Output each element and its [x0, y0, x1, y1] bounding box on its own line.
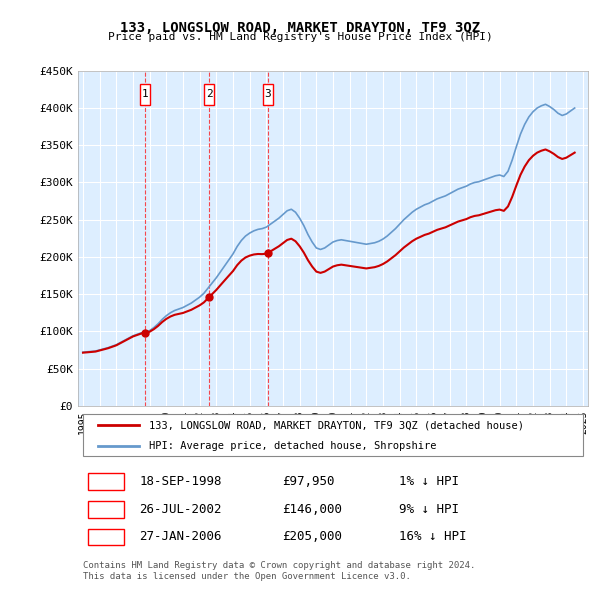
FancyBboxPatch shape — [83, 414, 583, 457]
FancyBboxPatch shape — [204, 84, 214, 104]
FancyBboxPatch shape — [263, 84, 272, 104]
FancyBboxPatch shape — [88, 473, 124, 490]
Text: 1: 1 — [103, 475, 110, 488]
Text: 3: 3 — [264, 89, 271, 99]
Text: 18-SEP-1998: 18-SEP-1998 — [139, 475, 222, 488]
Text: 16% ↓ HPI: 16% ↓ HPI — [400, 530, 467, 543]
Text: Price paid vs. HM Land Registry's House Price Index (HPI): Price paid vs. HM Land Registry's House … — [107, 32, 493, 42]
Text: £97,950: £97,950 — [282, 475, 335, 488]
Text: 9% ↓ HPI: 9% ↓ HPI — [400, 503, 460, 516]
FancyBboxPatch shape — [88, 529, 124, 545]
Text: £146,000: £146,000 — [282, 503, 342, 516]
Text: 2: 2 — [103, 503, 110, 516]
Text: Contains HM Land Registry data © Crown copyright and database right 2024.: Contains HM Land Registry data © Crown c… — [83, 560, 475, 569]
FancyBboxPatch shape — [140, 84, 150, 104]
Text: 27-JAN-2006: 27-JAN-2006 — [139, 530, 222, 543]
Text: £205,000: £205,000 — [282, 530, 342, 543]
Text: 1% ↓ HPI: 1% ↓ HPI — [400, 475, 460, 488]
Text: 133, LONGSLOW ROAD, MARKET DRAYTON, TF9 3QZ: 133, LONGSLOW ROAD, MARKET DRAYTON, TF9 … — [120, 21, 480, 35]
Text: This data is licensed under the Open Government Licence v3.0.: This data is licensed under the Open Gov… — [83, 572, 411, 581]
Text: 2: 2 — [206, 89, 212, 99]
Text: 3: 3 — [103, 530, 110, 543]
Text: 26-JUL-2002: 26-JUL-2002 — [139, 503, 222, 516]
Text: 133, LONGSLOW ROAD, MARKET DRAYTON, TF9 3QZ (detached house): 133, LONGSLOW ROAD, MARKET DRAYTON, TF9 … — [149, 420, 524, 430]
Text: 1: 1 — [142, 89, 148, 99]
FancyBboxPatch shape — [88, 501, 124, 517]
Text: HPI: Average price, detached house, Shropshire: HPI: Average price, detached house, Shro… — [149, 441, 437, 451]
